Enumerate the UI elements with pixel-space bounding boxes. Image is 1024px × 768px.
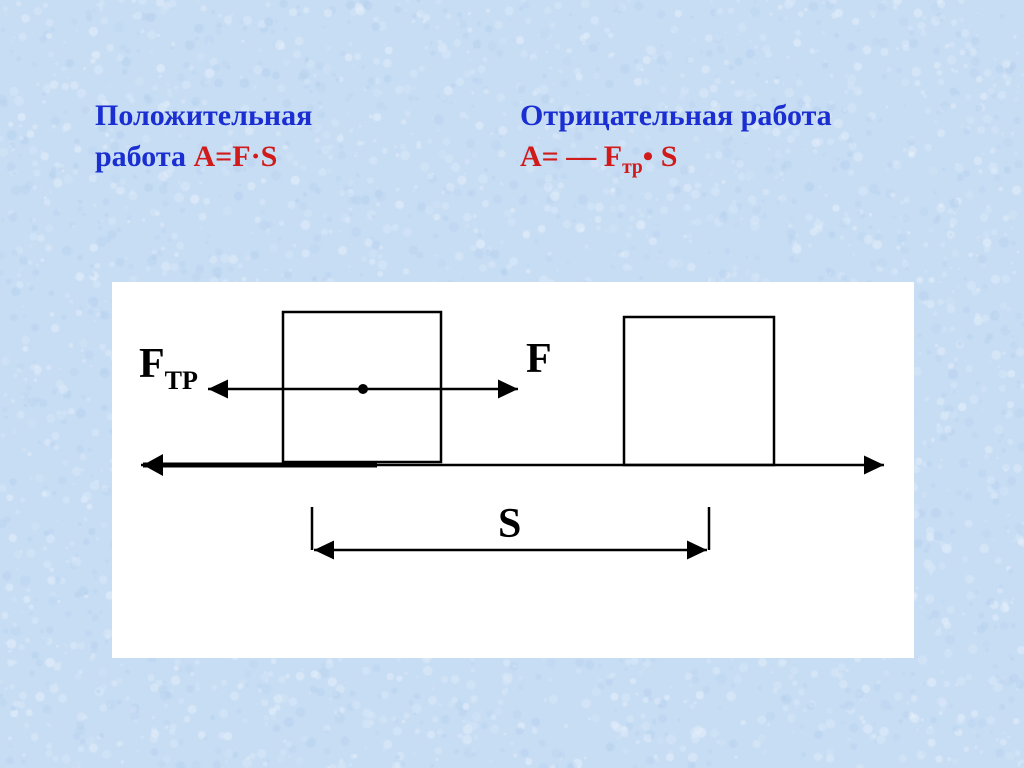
heading-line: Положительная	[95, 96, 495, 137]
arrowhead	[687, 541, 707, 560]
diagram-label: FТР	[139, 341, 198, 395]
arrowhead	[143, 454, 163, 476]
physics-diagram: F FТР S	[112, 282, 914, 658]
diagram-svg: F FТР S	[112, 282, 914, 658]
arrowhead	[864, 456, 884, 475]
heading-negative-work: Отрицательная работаA= — Fтр• S	[520, 96, 970, 181]
heading-line: Отрицательная работа	[520, 96, 970, 137]
arrowhead	[208, 380, 228, 399]
arrowhead	[314, 541, 334, 560]
heading-line: работа A=F·S	[95, 137, 495, 178]
heading-line: A= — Fтр• S	[520, 137, 970, 181]
block-box	[624, 317, 774, 465]
arrowhead	[498, 380, 518, 399]
heading-positive-work: Положительнаяработа A=F·S	[95, 96, 495, 177]
diagram-label: F	[526, 336, 552, 382]
diagram-label: S	[498, 501, 521, 547]
slide: Положительнаяработа A=F·S Отрицательная …	[0, 0, 1024, 768]
